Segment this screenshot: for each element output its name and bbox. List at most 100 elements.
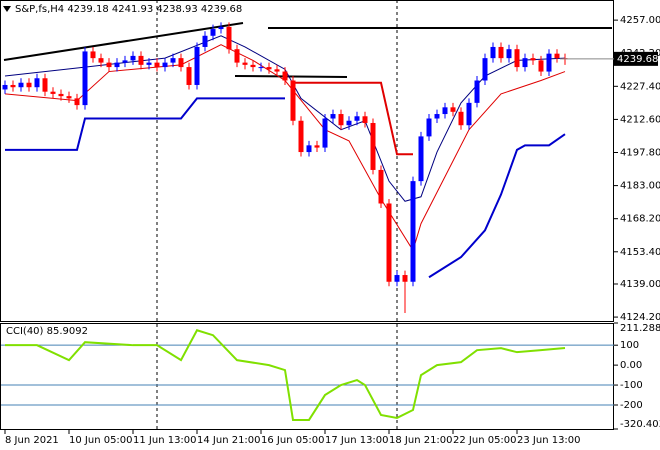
candle-body xyxy=(490,46,496,59)
indicator-line xyxy=(5,97,566,279)
y-tick-label: -320.4035 xyxy=(620,419,660,430)
candle-body xyxy=(450,107,456,112)
candle-body xyxy=(322,118,328,148)
y-tick-label: -200 xyxy=(620,400,643,411)
candle-body xyxy=(442,107,448,115)
y-tick-label: 4227.40 xyxy=(620,81,660,92)
candle-body xyxy=(42,78,48,92)
candle-body xyxy=(466,102,472,126)
candle-body xyxy=(74,98,80,106)
candle-body xyxy=(298,120,304,153)
candle-body xyxy=(266,67,272,70)
y-tick-label: 4183.00 xyxy=(620,181,660,192)
candle-body xyxy=(50,91,56,94)
y-tick-label: 4153.40 xyxy=(620,247,660,258)
y-tick-label: 4257.00 xyxy=(620,15,660,26)
candle-body xyxy=(26,82,32,88)
candle-body xyxy=(162,62,168,68)
candle-body xyxy=(330,114,336,119)
candle-body xyxy=(234,49,240,63)
candle-body xyxy=(314,145,320,148)
candle-body xyxy=(226,26,232,50)
candle-body xyxy=(498,46,504,59)
candle-body xyxy=(106,62,112,68)
y-tick-label: -100 xyxy=(620,380,643,391)
candle-body xyxy=(18,82,24,88)
candle-body xyxy=(306,145,312,153)
candle-body xyxy=(354,116,360,121)
y-tick-label: 4124.20 xyxy=(620,312,660,323)
candle-body xyxy=(402,275,408,282)
candle-body xyxy=(2,84,8,90)
y-tick-label: 4139.00 xyxy=(620,279,660,290)
candle-body xyxy=(362,116,368,123)
y-tick-label: 100 xyxy=(620,340,639,351)
x-tick-label: 22 Jun 05:00 xyxy=(453,435,517,446)
candle-body xyxy=(530,58,536,61)
candle-body xyxy=(410,181,416,282)
candle-body xyxy=(202,35,208,47)
y-tick-label: 0.00 xyxy=(620,360,642,371)
candle-body xyxy=(386,203,392,282)
candle-body xyxy=(218,26,224,30)
candle-body xyxy=(66,96,72,99)
candle-body xyxy=(114,62,120,68)
candle-body xyxy=(146,62,152,65)
candle-body xyxy=(82,51,88,106)
candle-body xyxy=(210,29,216,36)
candle-body xyxy=(10,84,16,88)
candle-body xyxy=(170,58,176,63)
candle-body xyxy=(242,62,248,65)
candle-body xyxy=(34,78,40,88)
candle-body xyxy=(514,49,520,68)
candle-body xyxy=(346,120,352,126)
cci-frame xyxy=(0,323,614,430)
candle-body xyxy=(138,55,144,65)
candle-body xyxy=(290,80,296,121)
candle-body xyxy=(186,67,192,85)
candle-body xyxy=(378,169,384,204)
candle-body xyxy=(474,80,480,103)
candle-body xyxy=(394,275,400,282)
candle-body xyxy=(458,111,464,126)
candle-body xyxy=(282,71,288,81)
cci-title: CCI(40) 85.9092 xyxy=(6,326,88,337)
trend-line xyxy=(3,22,244,61)
y-tick-label: 4168.20 xyxy=(620,214,660,225)
candle-body xyxy=(538,60,544,72)
x-tick-label: 23 Jun 13:00 xyxy=(517,435,581,446)
x-tick-label: 10 Jun 05:00 xyxy=(69,435,133,446)
indicator-line xyxy=(293,81,413,156)
candle-body xyxy=(338,114,344,126)
candle-body xyxy=(546,53,552,72)
candle-body xyxy=(554,53,560,59)
candle-body xyxy=(122,60,128,63)
last-price-label: 4239.68 xyxy=(617,54,658,65)
candle-body xyxy=(274,69,280,72)
candle-body xyxy=(418,136,424,182)
candle-body xyxy=(426,118,432,137)
candle-body xyxy=(58,93,64,97)
candle-body xyxy=(482,58,488,81)
horizontal-line xyxy=(234,75,348,78)
last-price-box xyxy=(614,51,658,66)
x-tick-label: 8 Jun 2021 xyxy=(5,435,59,446)
main-frame xyxy=(0,0,614,322)
y-tick-label: 4212.60 xyxy=(620,114,660,125)
x-tick-label: 14 Jun 21:00 xyxy=(197,435,261,446)
candle-body xyxy=(98,58,104,63)
x-tick-label: 17 Jun 13:00 xyxy=(325,435,389,446)
x-tick-label: 18 Jun 21:00 xyxy=(389,435,453,446)
cci-line xyxy=(5,329,566,421)
candle-body xyxy=(522,58,528,68)
x-tick-label: 16 Jun 05:00 xyxy=(261,435,325,446)
candle-body xyxy=(130,55,136,61)
candle-body xyxy=(194,46,200,85)
candle-body xyxy=(434,114,440,119)
y-tick-label: 211.2889 xyxy=(620,323,660,334)
candle-body xyxy=(178,58,184,68)
candle-body xyxy=(90,51,96,59)
y-tick-label: 4197.80 xyxy=(620,148,660,159)
x-tick-label: 11 Jun 13:00 xyxy=(133,435,197,446)
candle-body xyxy=(154,62,160,68)
